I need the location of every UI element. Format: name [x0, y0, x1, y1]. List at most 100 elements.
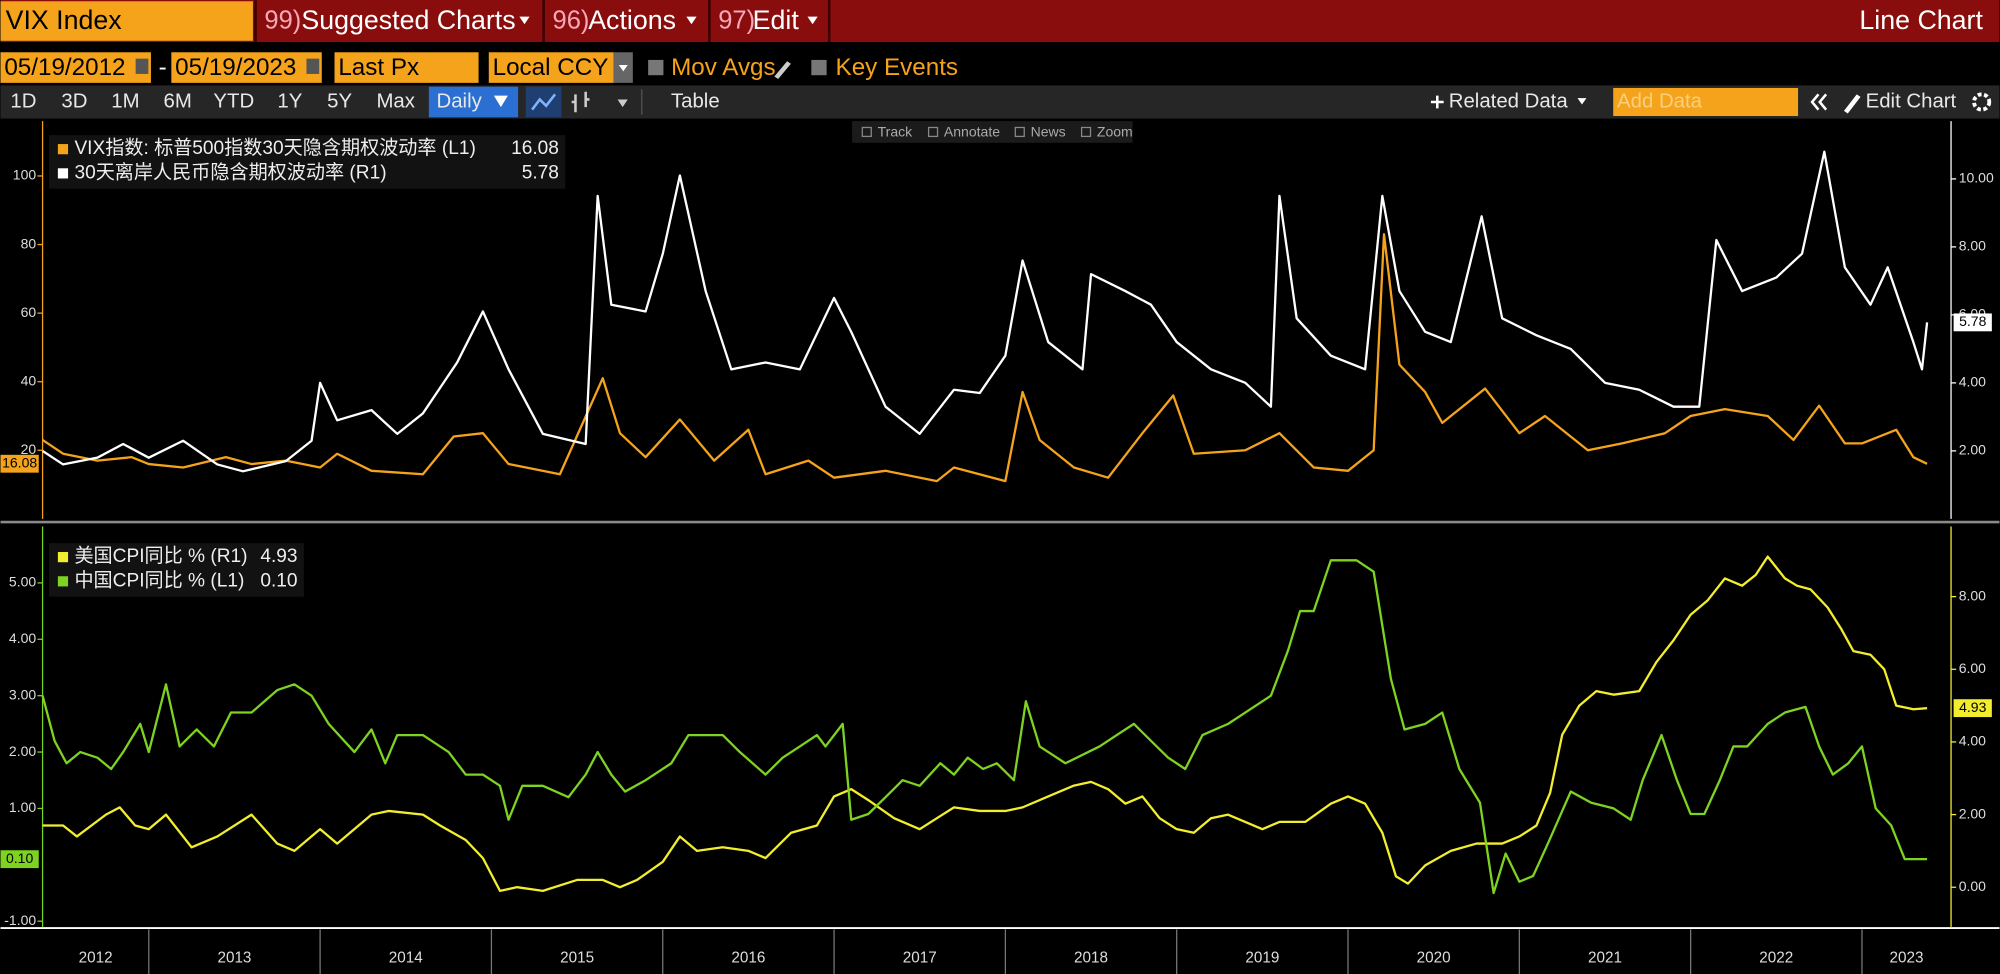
y2-tick-label: 6.00 [1959, 660, 1986, 676]
legend-swatch [57, 168, 69, 179]
add-data[interactable]: Add Data [1617, 90, 1703, 112]
bar-icon[interactable] [571, 91, 590, 113]
calendar-icon[interactable] [306, 58, 320, 74]
y2-tick-label: 2.00 [1959, 442, 1986, 458]
mov-avgs[interactable]: Mov Avgs [671, 54, 776, 81]
menu-number[interactable]: 96) [553, 6, 590, 34]
add-data-box[interactable] [1613, 87, 1799, 117]
last-value-tag [0, 850, 39, 869]
table-button[interactable]: Table [671, 90, 720, 112]
related-data[interactable]: Related Data [1449, 90, 1569, 112]
chart-tools [852, 121, 1133, 143]
menu[interactable]: Actions [588, 5, 676, 35]
collapse-icon[interactable] [1810, 93, 1828, 111]
legend-label: 中国CPI同比 % (L1) [74, 569, 244, 591]
tool-icon[interactable] [1080, 126, 1092, 138]
y-tick-label: 2.00 [9, 743, 36, 759]
legend-swatch [57, 144, 69, 155]
start-date[interactable]: 05/19/2012 [4, 54, 125, 81]
key-events[interactable]: Key Events [836, 54, 959, 81]
x-tick-label: 2020 [1417, 950, 1451, 967]
y-tick-label: 1.00 [9, 799, 36, 815]
x-tick-label: 2019 [1245, 950, 1279, 967]
series-line [41, 150, 1929, 473]
menu[interactable]: Edit [753, 5, 800, 35]
legend-swatch [57, 552, 69, 563]
menu-number[interactable]: 97) [718, 6, 755, 34]
menu-number[interactable]: 99) [264, 6, 301, 34]
dropdown-arrow [618, 65, 628, 72]
tool-icon[interactable] [927, 126, 939, 138]
period-button[interactable]: YTD [213, 90, 254, 112]
chart-tool[interactable]: Track [878, 123, 914, 139]
field-box[interactable] [334, 52, 479, 83]
legend-value: 16.08 [511, 138, 559, 159]
edit-chart[interactable]: Edit Chart [1866, 90, 1957, 112]
y2-tick-label: 2.00 [1959, 805, 1986, 821]
x-tick-label: 2022 [1759, 950, 1793, 967]
legend-label: 美国CPI同比 % (R1) [74, 545, 247, 567]
dropdown-arrow[interactable] [617, 99, 628, 108]
frequency[interactable]: Daily [437, 90, 483, 112]
legend-box [48, 135, 566, 189]
series-line [42, 555, 1928, 893]
last-value-tag [1953, 313, 1992, 332]
y-tick-label: 5.00 [9, 574, 36, 590]
start-date-box[interactable] [0, 52, 151, 83]
chart-panel: 204060801002.004.006.008.0010.0016.085.7… [0, 121, 1994, 519]
y-tick-label: 60 [21, 304, 37, 320]
end-date[interactable]: 05/19/2023 [175, 54, 296, 81]
period-button[interactable]: 1Y [277, 90, 302, 112]
ticker[interactable]: VIX Index [6, 5, 123, 35]
y-tick-label: 4.00 [9, 630, 36, 646]
period-button[interactable]: 1M [111, 90, 139, 112]
period-button[interactable]: 5Y [327, 90, 352, 112]
chart-panel: 5.00 4.00 3.00 2.00 1.00 -1.00 8.00 6.00 4.00 2.0… [0, 526, 2000, 974]
x-tick-label: 2016 [731, 950, 765, 967]
date-separator: - [159, 54, 167, 81]
y2-tick-label: 8.00 [1959, 587, 1986, 603]
x-tick-label: 2013 [217, 950, 251, 967]
calendar-icon[interactable] [135, 58, 149, 74]
y-tick-label: 3.00 [9, 686, 36, 702]
legend-value: 0.10 [260, 570, 297, 591]
period-button[interactable]: 6M [164, 90, 192, 112]
dropdown-arrow [493, 95, 508, 108]
settings-icon[interactable] [1972, 92, 1992, 112]
checkbox[interactable] [811, 59, 827, 76]
menu[interactable]: Suggested Charts [301, 5, 515, 35]
legend-value: 4.93 [260, 546, 297, 567]
field[interactable]: Last Px [338, 54, 419, 81]
x-tick-label: 2017 [903, 950, 937, 967]
pencil-icon[interactable] [774, 61, 791, 80]
chart-tool[interactable]: Annotate [944, 123, 1000, 139]
series-line [41, 559, 1928, 895]
dropdown-arrow [807, 16, 818, 25]
currency[interactable]: Local CCY [493, 54, 609, 81]
legend-box [48, 543, 304, 597]
checkbox[interactable] [648, 59, 664, 76]
chart-tool[interactable]: News [1031, 123, 1066, 139]
period-button[interactable]: Max [376, 90, 415, 112]
legend-label: VIX指数: 标普500指数30天隐含期权波动率 (L1) [74, 137, 475, 159]
dropdown-arrow [519, 16, 530, 25]
y-tick-label: 80 [21, 235, 37, 251]
pencil-icon [1843, 94, 1861, 114]
end-date-box[interactable] [171, 52, 322, 83]
tool-icon[interactable] [1014, 126, 1025, 138]
x-tick-label: 2014 [389, 950, 423, 967]
legend-value: 5.78 [522, 162, 559, 183]
last-value-label: 4.93 [1959, 699, 1986, 715]
y-tick-label: 40 [21, 372, 37, 388]
ticker-box[interactable] [0, 1, 253, 41]
chart-tool[interactable]: Zoom [1097, 123, 1133, 139]
period-button[interactable]: 1D [10, 90, 36, 112]
series-line [41, 233, 1928, 483]
currency-box[interactable] [488, 52, 614, 83]
period-button[interactable]: 3D [61, 90, 87, 112]
tool-icon[interactable] [861, 126, 872, 138]
line-icon [531, 93, 557, 111]
plots: 20 40 60 80 100 2.00 4.00 6.00 8.00 10.00 16.08 5.7… [0, 121, 2000, 974]
dropdown-arrow [1577, 98, 1587, 105]
